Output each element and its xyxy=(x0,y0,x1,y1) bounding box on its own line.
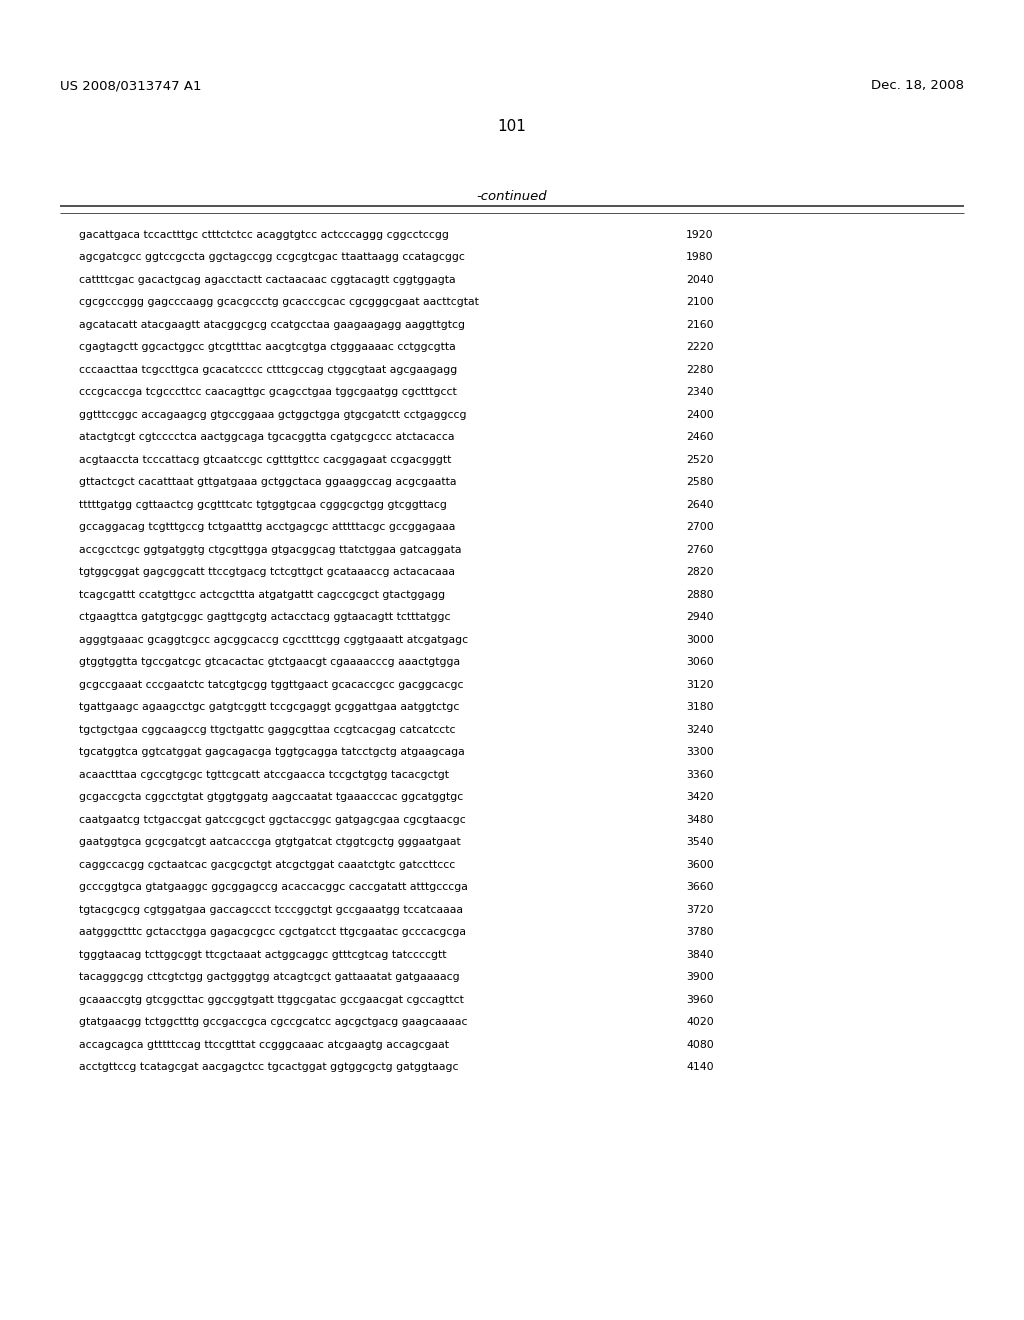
Text: agcgatcgcc ggtccgccta ggctagccgg ccgcgtcgac ttaattaagg ccatagcggc: agcgatcgcc ggtccgccta ggctagccgg ccgcgtc… xyxy=(79,252,465,263)
Text: 3060: 3060 xyxy=(686,657,714,667)
Text: cccgcaccga tcgcccttcc caacagttgc gcagcctgaa tggcgaatgg cgctttgcct: cccgcaccga tcgcccttcc caacagttgc gcagcct… xyxy=(79,387,457,397)
Text: acctgttccg tcatagcgat aacgagctcc tgcactggat ggtggcgctg gatggtaagc: acctgttccg tcatagcgat aacgagctcc tgcactg… xyxy=(79,1063,459,1072)
Text: 2640: 2640 xyxy=(686,500,714,510)
Text: 2100: 2100 xyxy=(686,297,714,308)
Text: aatgggctttc gctacctgga gagacgcgcc cgctgatcct ttgcgaatac gcccacgcga: aatgggctttc gctacctgga gagacgcgcc cgctga… xyxy=(79,927,466,937)
Text: tacagggcgg cttcgtctgg gactgggtgg atcagtcgct gattaaatat gatgaaaacg: tacagggcgg cttcgtctgg gactgggtgg atcagtc… xyxy=(79,972,460,982)
Text: agcatacatt atacgaagtt atacggcgcg ccatgcctaa gaagaagagg aaggttgtcg: agcatacatt atacgaagtt atacggcgcg ccatgcc… xyxy=(79,319,465,330)
Text: 3780: 3780 xyxy=(686,927,714,937)
Text: 3000: 3000 xyxy=(686,635,714,644)
Text: gcgaccgcta cggcctgtat gtggtggatg aagccaatat tgaaacccac ggcatggtgc: gcgaccgcta cggcctgtat gtggtggatg aagccaa… xyxy=(79,792,463,803)
Text: 2400: 2400 xyxy=(686,409,714,420)
Text: 2220: 2220 xyxy=(686,342,714,352)
Text: 3120: 3120 xyxy=(686,680,714,689)
Text: 3540: 3540 xyxy=(686,837,714,847)
Text: tgggtaacag tcttggcggt ttcgctaaat actggcaggc gtttcgtcag tatccccgtt: tgggtaacag tcttggcggt ttcgctaaat actggca… xyxy=(79,949,446,960)
Text: 4020: 4020 xyxy=(686,1018,714,1027)
Text: 2340: 2340 xyxy=(686,387,714,397)
Text: -continued: -continued xyxy=(477,190,547,203)
Text: gccaggacag tcgtttgccg tctgaatttg acctgagcgc atttttacgc gccggagaaa: gccaggacag tcgtttgccg tctgaatttg acctgag… xyxy=(79,523,456,532)
Text: tgcatggtca ggtcatggat gagcagacga tggtgcagga tatcctgctg atgaagcaga: tgcatggtca ggtcatggat gagcagacga tggtgca… xyxy=(79,747,465,758)
Text: 2280: 2280 xyxy=(686,364,714,375)
Text: 3600: 3600 xyxy=(686,859,714,870)
Text: gcccggtgca gtatgaaggc ggcggagccg acaccacggc caccgatatt atttgcccga: gcccggtgca gtatgaaggc ggcggagccg acaccac… xyxy=(79,882,468,892)
Text: 3240: 3240 xyxy=(686,725,714,735)
Text: 3960: 3960 xyxy=(686,995,714,1005)
Text: tcagcgattt ccatgttgcc actcgcttta atgatgattt cagccgcgct gtactggagg: tcagcgattt ccatgttgcc actcgcttta atgatga… xyxy=(79,590,445,599)
Text: caatgaatcg tctgaccgat gatccgcgct ggctaccggc gatgagcgaa cgcgtaacgc: caatgaatcg tctgaccgat gatccgcgct ggctacc… xyxy=(79,814,466,825)
Text: 2820: 2820 xyxy=(686,568,714,577)
Text: 3660: 3660 xyxy=(686,882,714,892)
Text: acaactttaa cgccgtgcgc tgttcgcatt atccgaacca tccgctgtgg tacacgctgt: acaactttaa cgccgtgcgc tgttcgcatt atccgaa… xyxy=(79,770,449,780)
Text: gttactcgct cacatttaat gttgatgaaa gctggctaca ggaaggccag acgcgaatta: gttactcgct cacatttaat gttgatgaaa gctggct… xyxy=(79,478,457,487)
Text: acgtaaccta tcccattacg gtcaatccgc cgtttgttcc cacggagaat ccgacgggtt: acgtaaccta tcccattacg gtcaatccgc cgtttgt… xyxy=(79,454,452,465)
Text: ggtttccggc accagaagcg gtgccggaaa gctggctgga gtgcgatctt cctgaggccg: ggtttccggc accagaagcg gtgccggaaa gctggct… xyxy=(79,409,466,420)
Text: 2880: 2880 xyxy=(686,590,714,599)
Text: 2700: 2700 xyxy=(686,523,714,532)
Text: 3180: 3180 xyxy=(686,702,714,713)
Text: 2520: 2520 xyxy=(686,454,714,465)
Text: 3900: 3900 xyxy=(686,972,714,982)
Text: gcaaaccgtg gtcggcttac ggccggtgatt ttggcgatac gccgaacgat cgccagttct: gcaaaccgtg gtcggcttac ggccggtgatt ttggcg… xyxy=(79,995,464,1005)
Text: 2160: 2160 xyxy=(686,319,714,330)
Text: 3360: 3360 xyxy=(686,770,714,780)
Text: tttttgatgg cgttaactcg gcgtttcatc tgtggtgcaa cgggcgctgg gtcggttacg: tttttgatgg cgttaactcg gcgtttcatc tgtggtg… xyxy=(79,500,446,510)
Text: 3720: 3720 xyxy=(686,904,714,915)
Text: accgcctcgc ggtgatggtg ctgcgttgga gtgacggcag ttatctggaa gatcaggata: accgcctcgc ggtgatggtg ctgcgttgga gtgacgg… xyxy=(79,545,462,554)
Text: 1980: 1980 xyxy=(686,252,714,263)
Text: 2460: 2460 xyxy=(686,432,714,442)
Text: caggccacgg cgctaatcac gacgcgctgt atcgctggat caaatctgtc gatccttccc: caggccacgg cgctaatcac gacgcgctgt atcgctg… xyxy=(79,859,455,870)
Text: 4080: 4080 xyxy=(686,1040,714,1049)
Text: 3420: 3420 xyxy=(686,792,714,803)
Text: 3300: 3300 xyxy=(686,747,714,758)
Text: gacattgaca tccactttgc ctttctctcc acaggtgtcc actcccaggg cggcctccgg: gacattgaca tccactttgc ctttctctcc acaggtg… xyxy=(79,230,449,240)
Text: 1920: 1920 xyxy=(686,230,714,240)
Text: cgagtagctt ggcactggcc gtcgttttac aacgtcgtga ctgggaaaac cctggcgtta: cgagtagctt ggcactggcc gtcgttttac aacgtcg… xyxy=(79,342,456,352)
Text: 3840: 3840 xyxy=(686,949,714,960)
Text: 2580: 2580 xyxy=(686,478,714,487)
Text: 2760: 2760 xyxy=(686,545,714,554)
Text: cgcgcccggg gagcccaagg gcacgccctg gcacccgcac cgcgggcgaat aacttcgtat: cgcgcccggg gagcccaagg gcacgccctg gcacccg… xyxy=(79,297,479,308)
Text: gtatgaacgg tctggctttg gccgaccgca cgccgcatcc agcgctgacg gaagcaaaac: gtatgaacgg tctggctttg gccgaccgca cgccgca… xyxy=(79,1018,467,1027)
Text: 2940: 2940 xyxy=(686,612,714,622)
Text: cattttcgac gacactgcag agacctactt cactaacaac cggtacagtt cggtggagta: cattttcgac gacactgcag agacctactt cactaac… xyxy=(79,275,456,285)
Text: tgattgaagc agaagcctgc gatgtcggtt tccgcgaggt gcggattgaa aatggtctgc: tgattgaagc agaagcctgc gatgtcggtt tccgcga… xyxy=(79,702,459,713)
Text: tgtacgcgcg cgtggatgaa gaccagccct tcccggctgt gccgaaatgg tccatcaaaa: tgtacgcgcg cgtggatgaa gaccagccct tcccggc… xyxy=(79,904,463,915)
Text: atactgtcgt cgtcccctca aactggcaga tgcacggtta cgatgcgccc atctacacca: atactgtcgt cgtcccctca aactggcaga tgcacgg… xyxy=(79,432,455,442)
Text: 101: 101 xyxy=(498,119,526,133)
Text: Dec. 18, 2008: Dec. 18, 2008 xyxy=(870,79,964,92)
Text: 3480: 3480 xyxy=(686,814,714,825)
Text: US 2008/0313747 A1: US 2008/0313747 A1 xyxy=(60,79,202,92)
Text: accagcagca gtttttccag ttccgtttat ccgggcaaac atcgaagtg accagcgaat: accagcagca gtttttccag ttccgtttat ccgggca… xyxy=(79,1040,449,1049)
Text: agggtgaaac gcaggtcgcc agcggcaccg cgcctttcgg cggtgaaatt atcgatgagc: agggtgaaac gcaggtcgcc agcggcaccg cgccttt… xyxy=(79,635,468,644)
Text: ctgaagttca gatgtgcggc gagttgcgtg actacctacg ggtaacagtt tctttatggc: ctgaagttca gatgtgcggc gagttgcgtg actacct… xyxy=(79,612,451,622)
Text: 4140: 4140 xyxy=(686,1063,714,1072)
Text: gtggtggtta tgccgatcgc gtcacactac gtctgaacgt cgaaaacccg aaactgtgga: gtggtggtta tgccgatcgc gtcacactac gtctgaa… xyxy=(79,657,460,667)
Text: tgtggcggat gagcggcatt ttccgtgacg tctcgttgct gcataaaccg actacacaaa: tgtggcggat gagcggcatt ttccgtgacg tctcgtt… xyxy=(79,568,455,577)
Text: gcgccgaaat cccgaatctc tatcgtgcgg tggttgaact gcacaccgcc gacggcacgc: gcgccgaaat cccgaatctc tatcgtgcgg tggttga… xyxy=(79,680,463,689)
Text: 2040: 2040 xyxy=(686,275,714,285)
Text: cccaacttaa tcgccttgca gcacatcccc ctttcgccag ctggcgtaat agcgaagagg: cccaacttaa tcgccttgca gcacatcccc ctttcgc… xyxy=(79,364,457,375)
Text: tgctgctgaa cggcaagccg ttgctgattc gaggcgttaa ccgtcacgag catcatcctc: tgctgctgaa cggcaagccg ttgctgattc gaggcgt… xyxy=(79,725,456,735)
Text: gaatggtgca gcgcgatcgt aatcacccga gtgtgatcat ctggtcgctg gggaatgaat: gaatggtgca gcgcgatcgt aatcacccga gtgtgat… xyxy=(79,837,461,847)
